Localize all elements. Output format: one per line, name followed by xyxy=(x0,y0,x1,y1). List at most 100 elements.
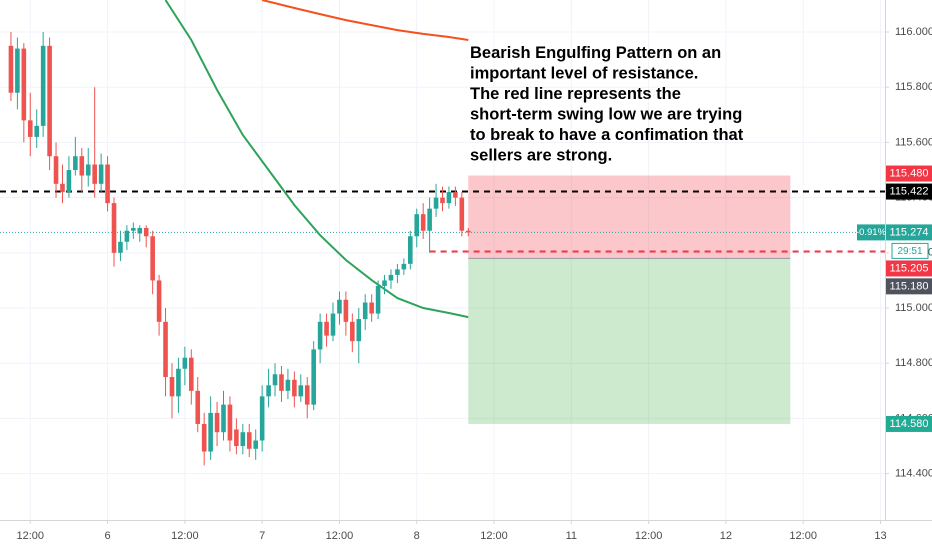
candle-body xyxy=(169,377,175,397)
candle-body xyxy=(330,313,336,336)
candle-body xyxy=(259,396,265,441)
candle-body xyxy=(440,197,445,204)
swing-low-badge xyxy=(886,260,932,277)
target-zone xyxy=(468,258,791,424)
last-price-badge xyxy=(886,224,932,241)
x-tick-label: 12:00 xyxy=(635,530,663,542)
candle-body xyxy=(317,321,323,350)
x-tick-label: 11 xyxy=(566,530,577,542)
annotation-line: sellers are strong. xyxy=(470,147,612,165)
y-tick-label: 116.000 xyxy=(895,26,932,38)
candle-body xyxy=(433,197,439,209)
candle-body xyxy=(395,269,400,275)
candle-body xyxy=(60,183,65,193)
candle-body xyxy=(298,385,304,397)
candle-body xyxy=(27,120,33,137)
candle-body xyxy=(375,285,381,314)
candle-body xyxy=(465,230,471,233)
target-badge xyxy=(886,415,932,432)
candle-body xyxy=(79,156,85,176)
candle-body xyxy=(47,45,52,157)
stop-zone xyxy=(468,175,791,259)
candle-body xyxy=(337,299,342,314)
candle-body xyxy=(92,164,97,184)
candle-body xyxy=(150,236,155,281)
candle-body xyxy=(266,385,271,397)
candle-body xyxy=(131,227,136,231)
candle-body xyxy=(66,170,72,193)
candle-body xyxy=(401,263,407,270)
candle-body xyxy=(427,208,432,231)
candle-body xyxy=(8,45,14,93)
candle-body xyxy=(446,192,452,204)
candle-body xyxy=(143,227,149,237)
candle-body xyxy=(388,274,394,281)
change-badge xyxy=(857,224,885,241)
resistance-badge-label: 115.422 xyxy=(890,185,929,197)
candle-body xyxy=(124,230,130,242)
y-tick-label: 114.400 xyxy=(895,468,932,480)
candle-body xyxy=(414,214,420,237)
candle-body xyxy=(34,125,40,137)
candle-body xyxy=(188,357,194,391)
candle-body xyxy=(201,423,207,452)
candle-body xyxy=(369,302,374,314)
stop-badge-label: 115.480 xyxy=(890,167,929,179)
x-tick-label: 13 xyxy=(874,530,886,542)
entry-badge xyxy=(886,278,932,295)
y-tick-label: 115.600 xyxy=(895,136,932,148)
entry-badge-label: 115.180 xyxy=(890,280,929,292)
candle-body xyxy=(382,280,387,286)
candle-body xyxy=(362,302,368,320)
countdown-badge xyxy=(891,242,929,259)
candle-body xyxy=(73,156,78,171)
candle-body xyxy=(311,349,316,405)
candle-body xyxy=(137,227,143,234)
candle-body xyxy=(118,241,123,253)
annotation-line: important level of resistance. xyxy=(470,65,698,83)
annotation-line: short-term swing low we are trying xyxy=(470,106,742,124)
candle-body xyxy=(195,390,201,424)
candle-body xyxy=(182,357,188,369)
x-tick-label: 6 xyxy=(105,530,111,542)
candle-body xyxy=(214,412,220,433)
candle-body xyxy=(156,280,162,322)
candle-body xyxy=(105,164,110,204)
annotation-line: The red line represents the xyxy=(470,85,681,103)
moving-average xyxy=(261,0,469,41)
x-tick-label: 12:00 xyxy=(171,530,199,542)
y-tick-label: 115.800 xyxy=(895,81,932,93)
candle-body xyxy=(343,299,349,322)
annotation-line: to break to have a confimation that xyxy=(470,126,744,144)
countdown-label: 29:51 xyxy=(897,246,922,257)
x-tick-label: 12:00 xyxy=(17,530,45,542)
candle-body xyxy=(234,429,239,447)
candle-body xyxy=(246,432,252,449)
candle-body xyxy=(285,379,291,391)
x-tick-label: 7 xyxy=(259,530,265,542)
candle-body xyxy=(356,319,362,342)
price-badges: 115.480 115.422 115.274 115.205 115.180 114.5… xyxy=(856,165,932,432)
candle-body xyxy=(304,385,310,405)
x-tick-label: 12:00 xyxy=(480,530,508,542)
candle-body xyxy=(208,412,213,452)
candle-body xyxy=(324,321,329,336)
x-tick-label: 8 xyxy=(414,530,420,542)
candle-body xyxy=(407,236,413,264)
candle-body xyxy=(85,164,91,176)
y-tick-label: 114.800 xyxy=(895,357,932,369)
candle-body xyxy=(221,404,226,433)
swing-low-badge-label: 115.205 xyxy=(890,262,929,274)
candle-body xyxy=(253,440,259,449)
plot-area: Bearish Engulfing Pattern on an important… xyxy=(0,0,885,466)
moving-average xyxy=(164,0,469,319)
candle-body xyxy=(292,379,297,397)
target-badge-label: 114.580 xyxy=(890,418,929,430)
candle-body xyxy=(15,48,20,93)
x-tick-label: 12:00 xyxy=(789,530,817,542)
candle-body xyxy=(40,45,46,126)
candle-body xyxy=(163,321,168,378)
y-tick-label: 115.000 xyxy=(895,302,932,314)
